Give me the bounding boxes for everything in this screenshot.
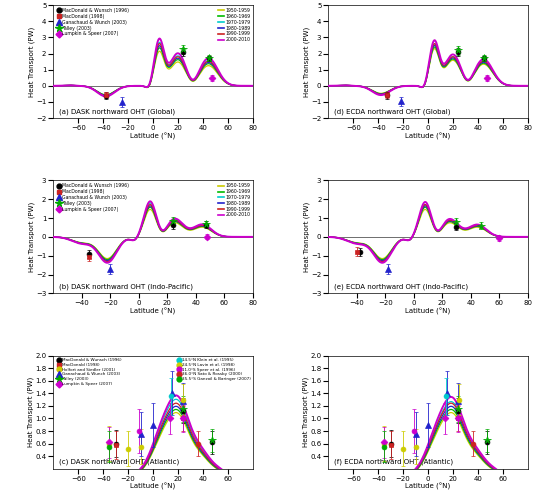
X-axis label: Latitude (°N): Latitude (°N) — [131, 308, 175, 315]
Text: (b) DASK northward OHT (Indo-Pacific): (b) DASK northward OHT (Indo-Pacific) — [59, 284, 193, 290]
Text: (f) ECDA northward OHT (Atlantic): (f) ECDA northward OHT (Atlantic) — [334, 459, 454, 465]
Text: (e) ECDA northward OHT (Indo-Pacific): (e) ECDA northward OHT (Indo-Pacific) — [334, 284, 469, 290]
X-axis label: Latitude (°N): Latitude (°N) — [406, 308, 450, 315]
X-axis label: Latitude (°N): Latitude (°N) — [406, 483, 450, 490]
X-axis label: Latitude (°N): Latitude (°N) — [131, 483, 175, 490]
Legend: 14.5°N Klein et al. (1995), 24.5°N Lavin et al. (1998), 11.0°S Speer et al. (199: 14.5°N Klein et al. (1995), 24.5°N Lavin… — [176, 356, 253, 383]
Legend: 1950-1959, 1960-1969, 1970-1979, 1980-1989, 1990-1999, 2000-2010: 1950-1959, 1960-1969, 1970-1979, 1980-19… — [216, 181, 252, 219]
Y-axis label: Heat Transport (PW): Heat Transport (PW) — [28, 27, 35, 97]
Y-axis label: Heat Transport (PW): Heat Transport (PW) — [27, 377, 34, 447]
Y-axis label: Heat Transport (PW): Heat Transport (PW) — [302, 377, 309, 447]
Y-axis label: Heat Transport (PW): Heat Transport (PW) — [303, 202, 310, 272]
X-axis label: Latitude (°N): Latitude (°N) — [131, 133, 175, 140]
X-axis label: Latitude (°N): Latitude (°N) — [406, 133, 450, 140]
Text: (a) DASK northward OHT (Global): (a) DASK northward OHT (Global) — [59, 108, 175, 115]
Text: (c) DASK northward OHT (Atlantic): (c) DASK northward OHT (Atlantic) — [59, 459, 180, 465]
Text: (d) ECDA northward OHT (Global): (d) ECDA northward OHT (Global) — [334, 108, 451, 115]
Legend: 1950-1959, 1960-1969, 1970-1979, 1980-1989, 1990-1999, 2000-2010: 1950-1959, 1960-1969, 1970-1979, 1980-19… — [216, 6, 252, 44]
Y-axis label: Heat Transport (PW): Heat Transport (PW) — [303, 27, 310, 97]
Y-axis label: Heat Transport (PW): Heat Transport (PW) — [28, 202, 35, 272]
